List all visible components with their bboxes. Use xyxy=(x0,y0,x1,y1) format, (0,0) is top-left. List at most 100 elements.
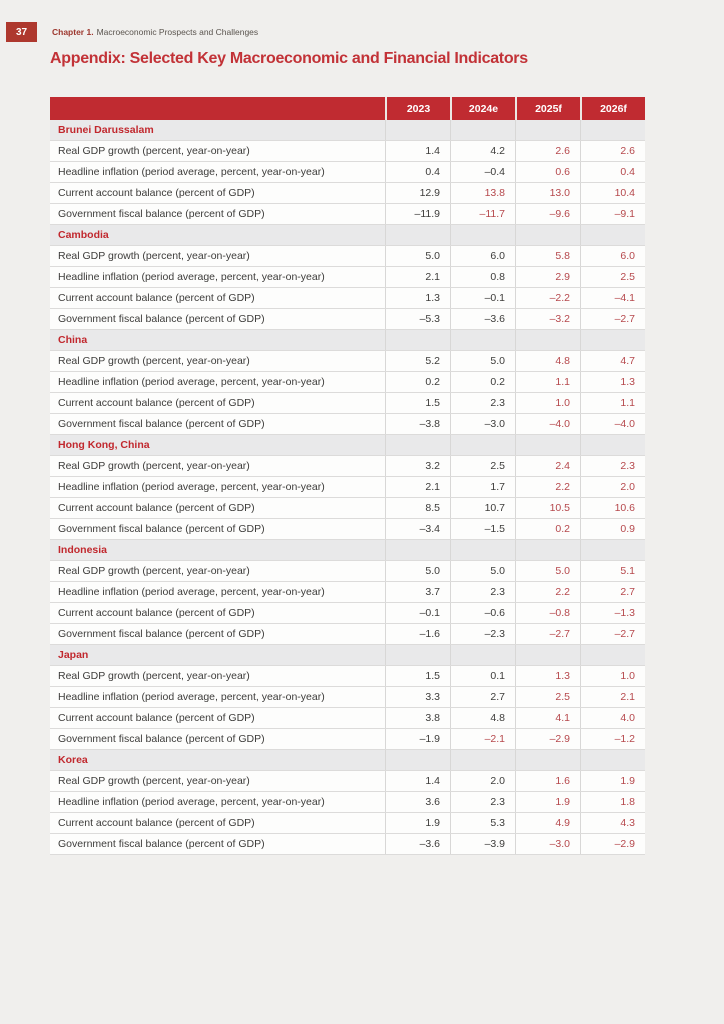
row-label: Government fiscal balance (percent of GD… xyxy=(58,628,265,640)
value-cell: 0.8 xyxy=(450,267,515,287)
value-cell: –2.1 xyxy=(450,729,515,749)
chapter-label: Chapter 1. xyxy=(52,27,94,37)
section-empty-cell xyxy=(385,225,450,245)
value-cell: 3.6 xyxy=(385,792,450,812)
table-row: Current account balance (percent of GDP)… xyxy=(50,393,645,414)
value-cell: 0.4 xyxy=(580,162,645,182)
section-empty-cell xyxy=(515,435,580,455)
value-cell: 1.0 xyxy=(515,393,580,413)
value-cell: –0.1 xyxy=(385,603,450,623)
section-empty-cell xyxy=(580,645,645,665)
section-empty-cell xyxy=(450,645,515,665)
value-cell: –2.7 xyxy=(580,624,645,644)
table-row: Real GDP growth (percent, year-on-year) 5… xyxy=(50,246,645,267)
section-empty-cell xyxy=(515,750,580,770)
value-cell: 3.3 xyxy=(385,687,450,707)
value-cell: –4.1 xyxy=(580,288,645,308)
value-cell: 4.9 xyxy=(515,813,580,833)
value-cell: –1.3 xyxy=(580,603,645,623)
section-empty-cell xyxy=(515,540,580,560)
row-label: Headline inflation (period average, perc… xyxy=(58,271,325,283)
country-section-row: Japan xyxy=(50,645,645,666)
value-cell: 2.1 xyxy=(385,477,450,497)
section-empty-cell xyxy=(580,225,645,245)
value-cell: 1.1 xyxy=(580,393,645,413)
value-cell: 10.5 xyxy=(515,498,580,518)
header-empty-cell xyxy=(50,97,385,120)
value-cell: 5.0 xyxy=(450,351,515,371)
row-label: Headline inflation (period average, perc… xyxy=(58,376,325,388)
value-cell: 0.9 xyxy=(580,519,645,539)
table-header-row: 2023 2024e 2025f 2026f xyxy=(50,97,645,120)
row-label: Current account balance (percent of GDP) xyxy=(58,817,255,829)
value-cell: 6.0 xyxy=(450,246,515,266)
value-cell: 2.1 xyxy=(385,267,450,287)
section-empty-cell xyxy=(580,540,645,560)
section-empty-cell xyxy=(515,225,580,245)
value-cell: –3.0 xyxy=(450,414,515,434)
section-empty-cell xyxy=(450,540,515,560)
value-cell: 2.5 xyxy=(580,267,645,287)
value-cell: 10.6 xyxy=(580,498,645,518)
country-name: Indonesia xyxy=(58,544,108,556)
table-row: Current account balance (percent of GDP)… xyxy=(50,708,645,729)
value-cell: –9.1 xyxy=(580,204,645,224)
value-cell: 0.2 xyxy=(515,519,580,539)
table-row: Current account balance (percent of GDP)… xyxy=(50,288,645,309)
row-label: Government fiscal balance (percent of GD… xyxy=(58,208,265,220)
row-label: Real GDP growth (percent, year-on-year) xyxy=(58,145,250,157)
value-cell: 2.7 xyxy=(580,582,645,602)
value-cell: 5.8 xyxy=(515,246,580,266)
value-cell: 2.5 xyxy=(515,687,580,707)
value-cell: –1.6 xyxy=(385,624,450,644)
value-cell: –9.6 xyxy=(515,204,580,224)
value-cell: –2.3 xyxy=(450,624,515,644)
value-cell: 2.3 xyxy=(450,792,515,812)
value-cell: 0.2 xyxy=(450,372,515,392)
value-cell: 3.2 xyxy=(385,456,450,476)
value-cell: –3.6 xyxy=(385,834,450,854)
value-cell: 2.1 xyxy=(580,687,645,707)
value-cell: 0.2 xyxy=(385,372,450,392)
value-cell: 4.8 xyxy=(515,351,580,371)
value-cell: 5.0 xyxy=(515,561,580,581)
country-section-row: Indonesia xyxy=(50,540,645,561)
table-row: Real GDP growth (percent, year-on-year) 1… xyxy=(50,771,645,792)
table-row: Current account balance (percent of GDP)… xyxy=(50,183,645,204)
row-label: Headline inflation (period average, perc… xyxy=(58,586,325,598)
value-cell: 4.7 xyxy=(580,351,645,371)
value-cell: –2.7 xyxy=(515,624,580,644)
table-row: Government fiscal balance (percent of GD… xyxy=(50,519,645,540)
value-cell: 2.3 xyxy=(450,582,515,602)
section-empty-cell xyxy=(385,540,450,560)
value-cell: 4.0 xyxy=(580,708,645,728)
table-row: Current account balance (percent of GDP)… xyxy=(50,498,645,519)
value-cell: –1.5 xyxy=(450,519,515,539)
row-label: Government fiscal balance (percent of GD… xyxy=(58,838,265,850)
value-cell: 5.3 xyxy=(450,813,515,833)
value-cell: 13.8 xyxy=(450,183,515,203)
row-label: Government fiscal balance (percent of GD… xyxy=(58,313,265,325)
row-label: Real GDP growth (percent, year-on-year) xyxy=(58,775,250,787)
value-cell: 1.8 xyxy=(580,792,645,812)
value-cell: –2.9 xyxy=(515,729,580,749)
value-cell: 2.3 xyxy=(450,393,515,413)
value-cell: –0.8 xyxy=(515,603,580,623)
row-label: Headline inflation (period average, perc… xyxy=(58,691,325,703)
row-label: Current account balance (percent of GDP) xyxy=(58,607,255,619)
row-label: Headline inflation (period average, perc… xyxy=(58,481,325,493)
year-column-header: 2023 xyxy=(385,97,450,120)
value-cell: 10.4 xyxy=(580,183,645,203)
row-label: Current account balance (percent of GDP) xyxy=(58,187,255,199)
country-name: Japan xyxy=(58,649,89,661)
country-section-row: China xyxy=(50,330,645,351)
value-cell: 2.4 xyxy=(515,456,580,476)
table-row: Headline inflation (period average, perc… xyxy=(50,267,645,288)
value-cell: –1.9 xyxy=(385,729,450,749)
country-name: Korea xyxy=(58,754,88,766)
value-cell: 5.1 xyxy=(580,561,645,581)
section-empty-cell xyxy=(450,330,515,350)
value-cell: 3.8 xyxy=(385,708,450,728)
value-cell: 0.4 xyxy=(385,162,450,182)
